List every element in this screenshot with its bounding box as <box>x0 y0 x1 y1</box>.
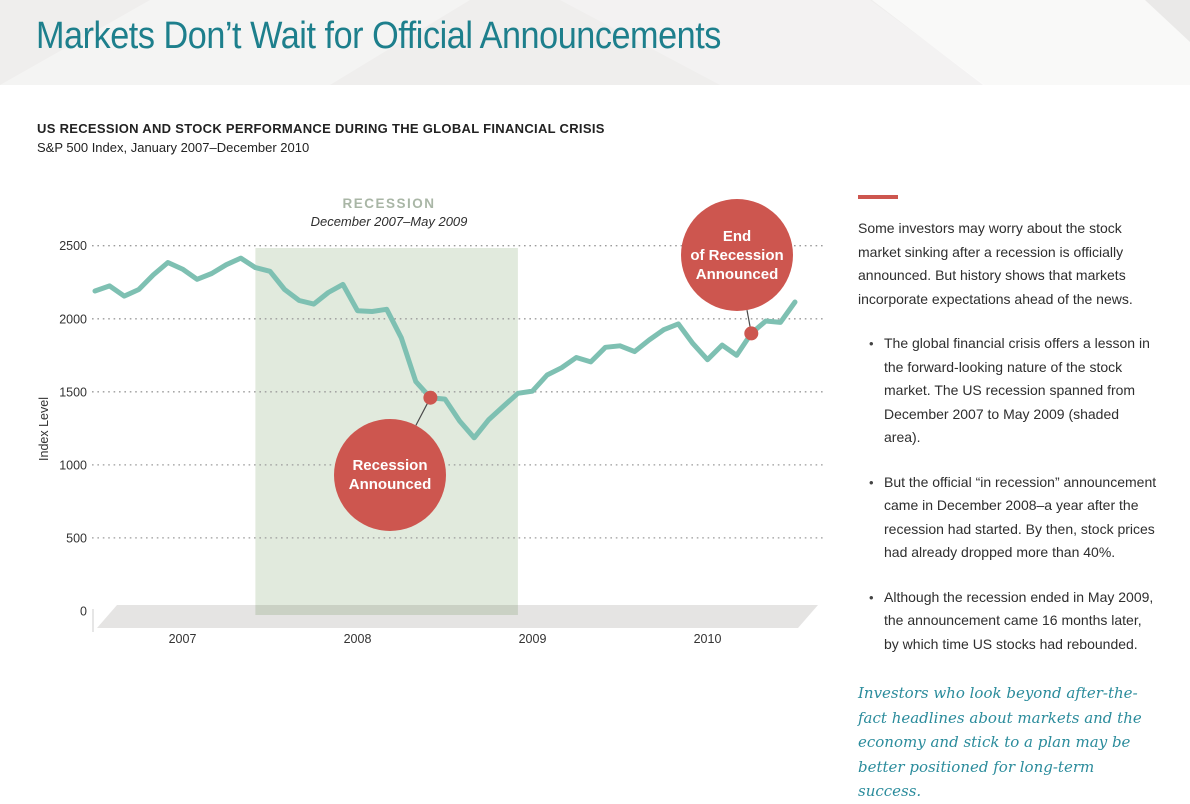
sidebar-intro: Some investors may worry about the stock… <box>858 220 1133 307</box>
sidebar-accent-rule <box>858 195 898 199</box>
annotation-bubble-end-of-recession-announced: End of Recession Announced <box>681 199 793 311</box>
annotation-bubble-text: End of Recession Announced <box>690 227 784 283</box>
sidebar-bullet-list: The global financial crisis offers a les… <box>858 332 1158 656</box>
y-tick-label: 2000 <box>59 312 87 326</box>
recession-period-label: RECESSION December 2007–May 2009 <box>279 196 499 229</box>
sidebar-conclusion: Investors who look beyond after-the-fact… <box>858 684 1142 800</box>
x-tick-label: 2007 <box>169 632 197 646</box>
annotation-dot <box>423 390 438 405</box>
x-tick-label: 2009 <box>519 632 547 646</box>
header-triangle <box>0 0 470 85</box>
sidebar-bullet: But the official “in recession” announce… <box>869 471 1158 565</box>
recession-label-dates: December 2007–May 2009 <box>310 214 468 229</box>
chart-area: 0 500 1000 1500 2000 2500 2007 2008 2009 2010 REC… <box>30 185 850 660</box>
y-tick-label: 500 <box>66 531 87 545</box>
commentary-sidebar: Some investors may worry about the stock… <box>858 195 1158 804</box>
chart-heading: US RECESSION AND STOCK PERFORMANCE DURIN… <box>37 121 605 136</box>
sidebar-bullet: Although the recession ended in May 2009… <box>869 586 1158 657</box>
chart-subheading: S&P 500 Index, January 2007–December 201… <box>37 140 310 155</box>
annotation-bubble-text: Recession Announced <box>348 457 432 493</box>
annotation-bubble-recession-announced: Recession Announced <box>334 419 446 531</box>
y-axis-title: Index Level <box>37 397 51 461</box>
recession-label-title: RECESSION <box>342 196 436 211</box>
y-tick-label: 1500 <box>59 385 87 399</box>
header-triangle <box>1145 0 1190 42</box>
annotation-dot <box>744 326 759 341</box>
y-tick-label: 2500 <box>59 239 87 253</box>
header-triangle <box>560 0 985 85</box>
y-tick-label: 1000 <box>59 458 87 472</box>
x-tick-label: 2010 <box>694 632 722 646</box>
header-pattern <box>0 0 1190 85</box>
slide-header: Markets Don’t Wait for Official Announce… <box>0 0 1190 85</box>
slide-title: Markets Don’t Wait for Official Announce… <box>36 15 721 57</box>
y-tick-label: 0 <box>80 605 87 619</box>
sp500-index-line <box>92 255 798 441</box>
sidebar-bullet: The global financial crisis offers a les… <box>869 332 1158 450</box>
x-tick-label: 2008 <box>344 632 372 646</box>
header-triangle <box>872 0 1190 85</box>
